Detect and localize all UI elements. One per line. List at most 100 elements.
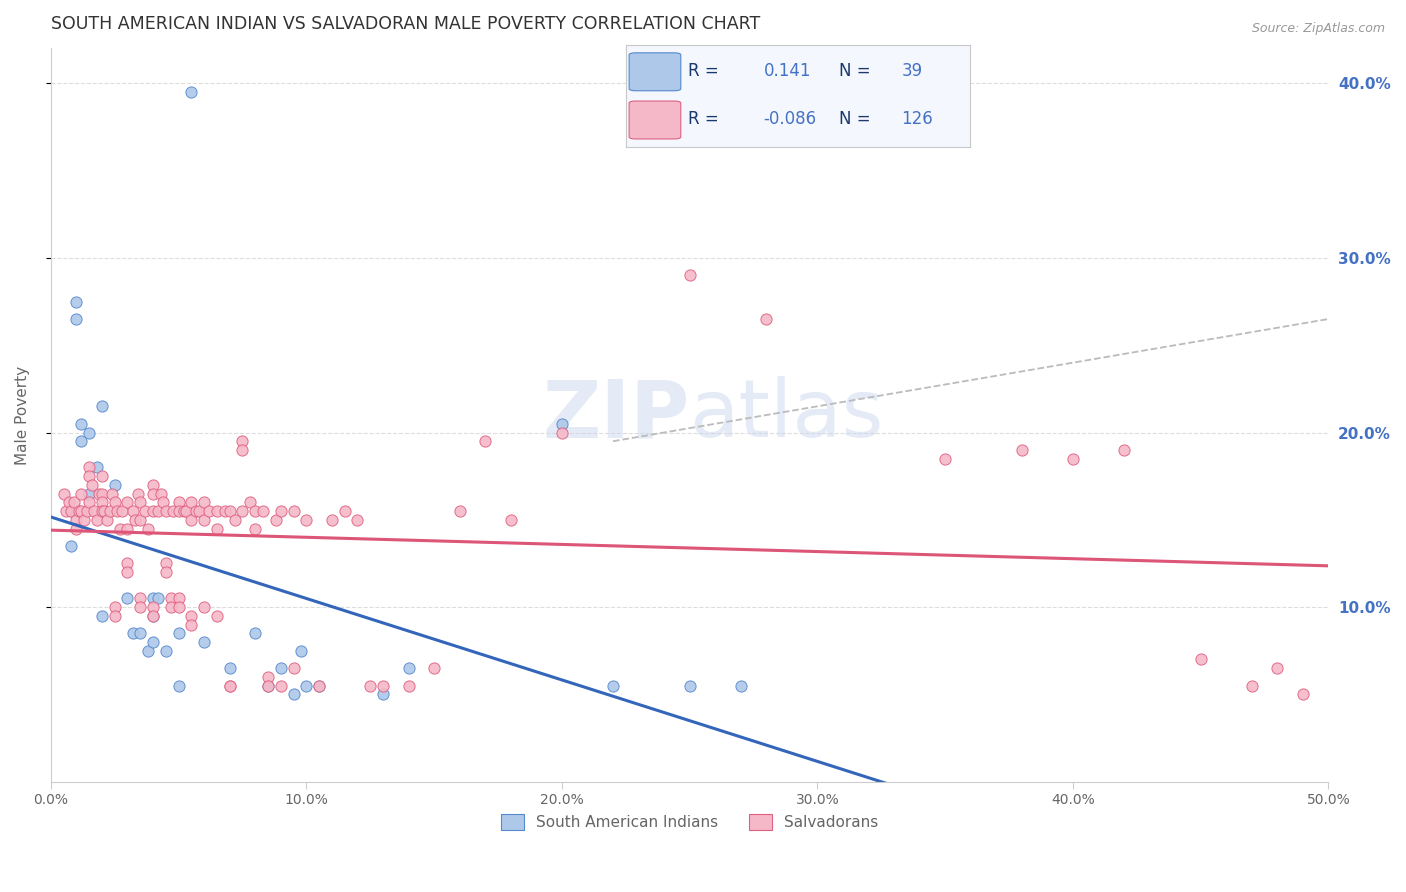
Point	[239, 495, 262, 509]
Point	[77, 486, 100, 500]
Point	[1062, 451, 1084, 466]
Point	[129, 495, 152, 509]
Text: 126: 126	[901, 111, 934, 128]
Point	[602, 679, 624, 693]
Point	[89, 486, 111, 500]
Point	[129, 513, 152, 527]
Point	[180, 608, 202, 623]
Point	[308, 679, 330, 693]
Point	[91, 469, 114, 483]
Point	[160, 600, 183, 615]
Point	[218, 679, 240, 693]
Text: R =: R =	[688, 62, 718, 80]
Point	[70, 417, 93, 431]
Point	[321, 513, 343, 527]
Point	[180, 85, 202, 99]
Point	[142, 486, 165, 500]
Point	[117, 495, 139, 509]
Point	[91, 504, 114, 518]
Point	[65, 312, 87, 326]
Point	[70, 434, 93, 449]
Point	[231, 434, 253, 449]
Point	[231, 442, 253, 457]
Point	[359, 679, 381, 693]
Point	[308, 679, 330, 693]
Point	[70, 504, 93, 518]
Legend: South American Indians, Salvadorans: South American Indians, Salvadorans	[495, 808, 884, 837]
Point	[167, 679, 190, 693]
Point	[134, 504, 156, 518]
Point	[142, 608, 165, 623]
Point	[63, 495, 86, 509]
Point	[333, 504, 356, 518]
Point	[283, 661, 305, 675]
Point	[295, 679, 318, 693]
Point	[167, 504, 190, 518]
Point	[1112, 442, 1135, 457]
Point	[105, 504, 128, 518]
Point	[257, 679, 280, 693]
Point	[1292, 687, 1315, 701]
Text: N =: N =	[839, 62, 870, 80]
Point	[257, 679, 280, 693]
Point	[124, 513, 146, 527]
Point	[755, 312, 778, 326]
Point	[142, 608, 165, 623]
Point	[83, 504, 105, 518]
Point	[77, 495, 100, 509]
Point	[77, 460, 100, 475]
Point	[295, 513, 318, 527]
Point	[1240, 679, 1263, 693]
Point	[146, 504, 169, 518]
Point	[257, 670, 280, 684]
Point	[127, 486, 149, 500]
Point	[55, 504, 77, 518]
Text: 0.141: 0.141	[763, 62, 811, 80]
Point	[60, 504, 83, 518]
Point	[91, 486, 114, 500]
Point	[193, 513, 215, 527]
Point	[270, 504, 292, 518]
Point	[934, 451, 956, 466]
Point	[264, 513, 287, 527]
Point	[117, 591, 139, 606]
Point	[224, 513, 246, 527]
Text: atlas: atlas	[689, 376, 884, 454]
Point	[136, 522, 159, 536]
Point	[214, 504, 236, 518]
Point	[173, 504, 195, 518]
Point	[91, 400, 114, 414]
Y-axis label: Male Poverty: Male Poverty	[15, 366, 30, 465]
Point	[65, 522, 87, 536]
Point	[205, 608, 228, 623]
Point	[371, 687, 394, 701]
Point	[65, 294, 87, 309]
Point	[117, 522, 139, 536]
Point	[283, 504, 305, 518]
Point	[77, 425, 100, 440]
Point	[449, 504, 471, 518]
Point	[551, 425, 574, 440]
Point	[398, 679, 420, 693]
Point	[142, 591, 165, 606]
Point	[104, 495, 127, 509]
Point	[136, 644, 159, 658]
Point	[270, 661, 292, 675]
Point	[245, 626, 267, 640]
Point	[104, 608, 127, 623]
Point	[155, 557, 177, 571]
Point	[77, 469, 100, 483]
Text: R =: R =	[688, 111, 718, 128]
Text: ZIP: ZIP	[543, 376, 689, 454]
Point	[167, 600, 190, 615]
Point	[146, 591, 169, 606]
Point	[205, 522, 228, 536]
Point	[121, 626, 143, 640]
Point	[142, 478, 165, 492]
Point	[270, 679, 292, 693]
Point	[1011, 442, 1033, 457]
Point	[91, 495, 114, 509]
Point	[218, 679, 240, 693]
Point	[678, 679, 700, 693]
FancyBboxPatch shape	[628, 53, 681, 91]
